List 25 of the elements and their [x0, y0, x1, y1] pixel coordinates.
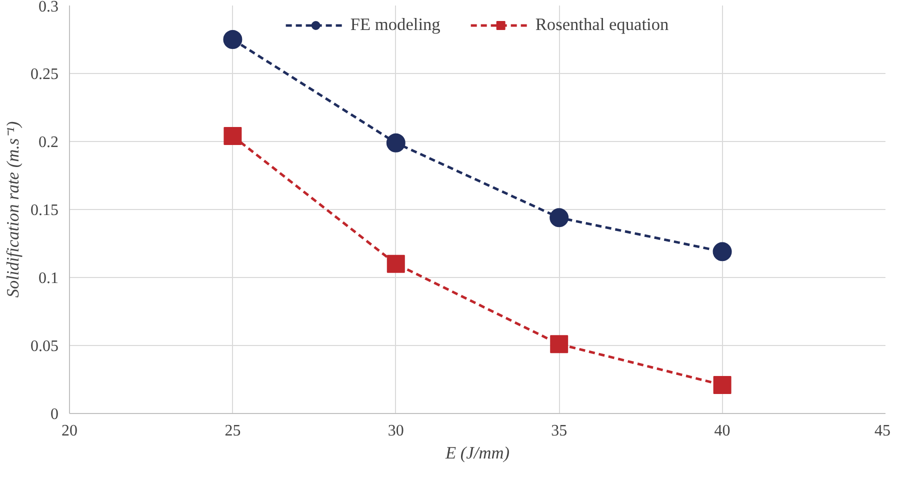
point: [713, 376, 732, 394]
y-tick-label: 0.2: [38, 134, 58, 151]
y-tick-label: 0.1: [38, 270, 58, 287]
y-axis-title: Solidification rate (m.s⁻¹): [4, 121, 22, 298]
y-tick-label: 0.25: [30, 66, 58, 83]
y-tick-label: 0.15: [30, 202, 58, 219]
point: [550, 335, 568, 354]
point: [386, 133, 406, 152]
x-tick-label: 30: [388, 422, 404, 440]
x-tick-label: 35: [551, 422, 568, 440]
point: [550, 208, 569, 228]
point: [223, 30, 242, 49]
x-tick-label: 25: [224, 422, 241, 440]
x-tick-label: 20: [62, 422, 78, 440]
x-tick-label: 45: [874, 422, 890, 440]
y-tick-label: 0.3: [38, 0, 58, 16]
y-tick-label: 0: [50, 406, 58, 423]
legend-label: FE modeling: [350, 15, 440, 35]
y-tick-label: 0.05: [30, 338, 58, 355]
point: [224, 127, 242, 146]
x-axis-title: E (J/mm): [444, 444, 510, 462]
point: [386, 254, 405, 273]
x-tick-label: 40: [714, 422, 730, 440]
point: [712, 242, 732, 262]
legend-label: Rosenthal equation: [535, 15, 669, 35]
